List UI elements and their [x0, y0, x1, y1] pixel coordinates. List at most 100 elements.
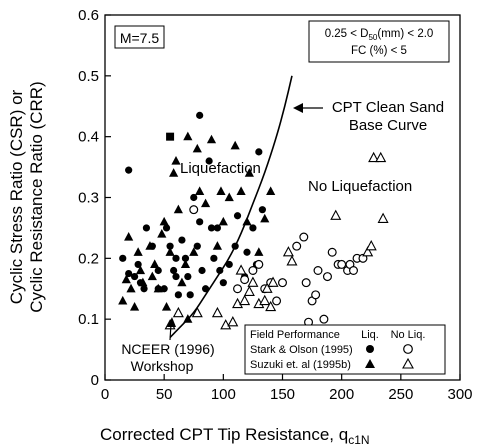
y-tick-label: 0: [91, 372, 99, 389]
d50-condition: 0.25 < D50(mm) < 2.0: [325, 28, 434, 42]
legend-marker-filled-triangle: [365, 359, 375, 368]
filled-circle-point: [119, 254, 127, 262]
filled-triangle-point: [121, 274, 131, 284]
filled-circle-point: [231, 242, 239, 250]
filled-circle-point: [196, 218, 204, 226]
filled-circle-point: [134, 260, 142, 269]
open-triangle-point: [211, 306, 223, 318]
filled-triangle-point: [173, 204, 183, 214]
filled-circle-point: [255, 148, 263, 156]
filled-circle-point: [207, 224, 216, 232]
open-circle-point: [327, 247, 337, 257]
filled-triangle-point: [206, 134, 217, 144]
open-triangle-point: [368, 151, 380, 163]
filled-circle-point: [170, 266, 178, 275]
liquefaction-label: Liquefaction: [180, 160, 261, 177]
y-tick-label: 0.6: [78, 7, 99, 24]
filled-triangle-point: [135, 265, 146, 275]
open-triangle-point: [330, 209, 342, 220]
filled-triangle-point: [183, 314, 193, 323]
filled-triangle-point: [216, 186, 226, 196]
magnitude-box: [114, 25, 165, 49]
filled-triangle-point: [129, 302, 140, 311]
filled-circle-point: [130, 272, 139, 281]
open-triangle-point: [362, 246, 374, 257]
open-triangle-point: [377, 212, 389, 223]
filled-triangle-point: [147, 271, 157, 281]
filled-triangle-point: [260, 213, 270, 223]
filled-circle-point: [249, 224, 257, 232]
filled-circle-point: [196, 111, 204, 119]
x-tick-label: 100: [211, 386, 236, 403]
filled-triangle-point: [189, 247, 199, 256]
filled-circle-point: [184, 272, 192, 281]
open-triangle-point: [191, 306, 203, 318]
filled-circle-point: [213, 224, 222, 232]
x-axis-label-main: Corrected CPT Tip Resistance, q: [100, 425, 348, 444]
open-triangle-point: [286, 255, 298, 266]
open-triangle-point: [235, 264, 247, 275]
open-triangle-point: [267, 276, 279, 287]
open-triangle-point: [220, 319, 232, 330]
filled-triangle-point: [150, 259, 160, 269]
filled-circle-point: [219, 279, 227, 287]
curve-label-arrowhead: [293, 103, 303, 113]
filled-triangle-point: [177, 277, 187, 287]
filled-triangle-point: [171, 156, 181, 165]
open-circle-point: [292, 241, 302, 251]
open-circle-point: [240, 275, 250, 285]
filled-circle-point: [181, 254, 190, 262]
x-tick-label: 0: [101, 386, 109, 403]
open-circle-point: [189, 205, 199, 215]
legend-row-suzuki: Suzuki et. al (1995b): [250, 359, 351, 371]
fines-condition: FC (%) < 5: [351, 45, 407, 57]
curve-label-line2: Base Curve: [349, 117, 427, 134]
open-circle-point: [299, 232, 309, 242]
filled-triangle-point: [157, 229, 167, 238]
filled-triangle-point: [195, 186, 205, 196]
filled-circle-point: [140, 285, 148, 293]
open-triangle-point: [261, 282, 273, 293]
filled-triangle-point: [244, 168, 254, 177]
filled-triangle-point: [192, 143, 202, 153]
filled-circle-point: [258, 206, 266, 214]
filled-circle-point: [225, 260, 233, 269]
filled-triangle-point: [254, 247, 264, 256]
filled-circle-point: [193, 242, 201, 250]
d50-subscript: 50: [368, 33, 377, 42]
open-triangle-point: [172, 306, 184, 318]
filled-triangle-point: [124, 232, 134, 241]
open-triangle-point: [227, 316, 239, 327]
filled-triangle-point: [218, 216, 228, 226]
y-tick-label: 0.2: [78, 250, 99, 267]
filled-square-point: [166, 132, 175, 141]
data-points: [118, 111, 389, 330]
open-triangle-point: [243, 285, 255, 296]
open-triangle-point: [282, 246, 294, 257]
open-circle-point: [272, 296, 282, 306]
filled-circle-point: [201, 285, 210, 293]
legend-col-noliq: No Liq.: [391, 329, 426, 341]
legend-title: Field Performance: [250, 329, 340, 341]
open-circle-point: [311, 290, 321, 300]
open-triangle-point: [365, 240, 377, 251]
x-tick-label: 300: [447, 386, 472, 403]
x-tick-label: 150: [270, 386, 295, 403]
y-tick-label: 0.5: [78, 68, 99, 85]
d50-left: 0.25 < D: [325, 28, 369, 40]
y-tick-label: 0.3: [78, 190, 99, 207]
no-liquefaction-label: No Liquefaction: [308, 178, 412, 195]
filled-circle-point: [205, 157, 213, 165]
filled-triangle-point: [118, 295, 128, 305]
filled-circle-point: [166, 242, 174, 250]
filled-circle-point: [243, 248, 251, 256]
filled-circle-point: [142, 224, 151, 232]
filled-circle-point: [125, 269, 133, 278]
filled-triangle-point: [180, 259, 191, 269]
filled-triangle-point: [161, 302, 172, 311]
open-triangle-point: [232, 297, 244, 309]
filled-triangle-point: [242, 216, 252, 226]
filled-triangle-point: [230, 140, 240, 150]
legend-col-liq: Liq.: [361, 329, 379, 341]
